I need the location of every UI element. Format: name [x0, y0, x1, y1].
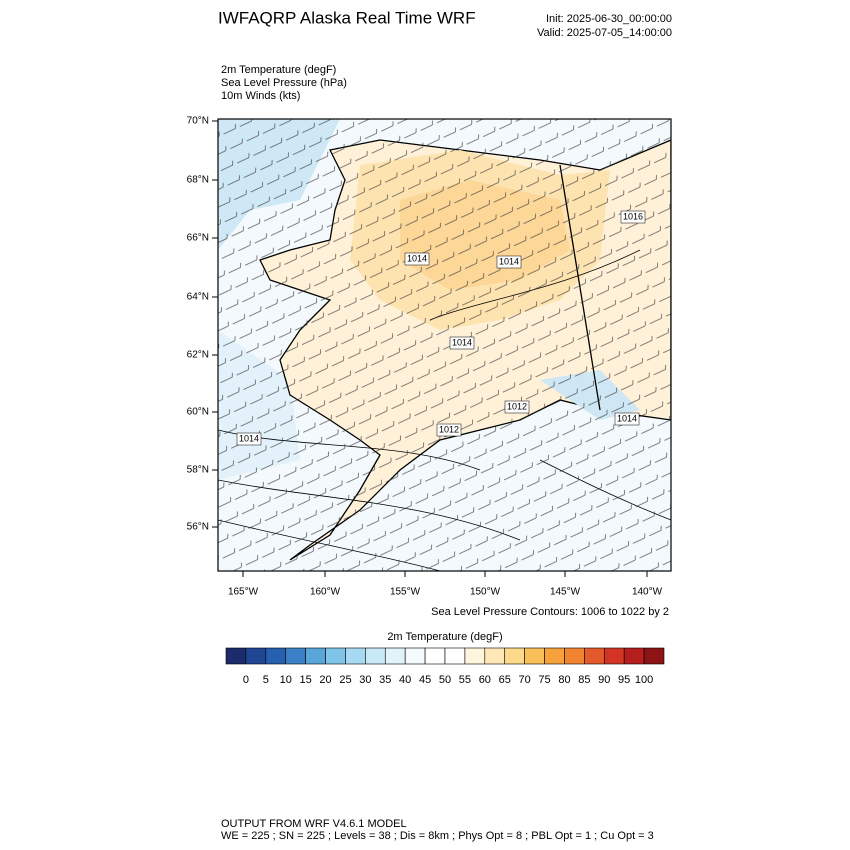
- colorbar-box: [584, 647, 605, 665]
- colorbar-tick-label: 40: [399, 674, 411, 686]
- field-label: 2m Temperature (degF): [221, 64, 336, 76]
- colorbar-box: [623, 647, 645, 665]
- colorbar-tick-label: 70: [519, 674, 531, 686]
- colorbar-box: [444, 647, 466, 665]
- colorbar-tick-label: 75: [538, 674, 550, 686]
- colorbar-box: [544, 647, 565, 665]
- colorbar-tick-label: 65: [499, 674, 511, 686]
- map-frame: [217, 118, 672, 572]
- field-label: 10m Winds (kts): [221, 90, 300, 102]
- colorbar-tick-label: 60: [479, 674, 491, 686]
- lat-label: 70°N: [187, 116, 209, 127]
- colorbar-tick-label: 0: [243, 674, 249, 686]
- contour-label: 1014: [499, 256, 519, 266]
- colorbar-box: [345, 647, 366, 665]
- footer-line: WE = 225 ; SN = 225 ; Levels = 38 ; Dis …: [221, 830, 654, 842]
- lat-label: 58°N: [187, 465, 209, 476]
- colorbar-tick-label: 90: [598, 674, 610, 686]
- colorbar-tick-label: 45: [419, 674, 431, 686]
- field-label: Sea Level Pressure (hPa): [221, 77, 347, 89]
- lon-label: 145°W: [550, 587, 581, 598]
- lat-label: 60°N: [187, 407, 209, 418]
- colorbar-tick-label: 30: [359, 674, 371, 686]
- colorbar-tick-label: 55: [459, 674, 471, 686]
- map: [218, 119, 671, 571]
- colorbar-box: [504, 647, 525, 665]
- colorbar-tick-label: 25: [339, 674, 351, 686]
- colorbar-tick-label: 50: [439, 674, 451, 686]
- lat-label: 66°N: [187, 233, 209, 244]
- colorbar-tick-label: 80: [558, 674, 570, 686]
- lat-label: 68°N: [187, 175, 209, 186]
- colorbar-box: [325, 647, 346, 665]
- contour-label: 1014: [617, 413, 637, 423]
- lon-label: 140°W: [632, 587, 663, 598]
- contour-label-box: [404, 252, 430, 266]
- lat-label: 64°N: [187, 292, 209, 303]
- init-time: Init: 2025-06-30_00:00:00: [546, 13, 672, 25]
- colorbar-tick-label: 100: [635, 674, 653, 686]
- valid-time: Valid: 2025-07-05_14:00:00: [537, 27, 672, 39]
- contour-label-box: [614, 412, 640, 426]
- title: IWFAQRP Alaska Real Time WRF: [218, 8, 476, 27]
- contour-note: Sea Level Pressure Contours: 1006 to 102…: [431, 606, 669, 618]
- contour-label: 1016: [623, 211, 643, 221]
- colorbar-box: [643, 647, 665, 665]
- colorbar-box: [265, 647, 287, 665]
- contour-label: 1014: [407, 253, 427, 263]
- colorbar-box: [305, 647, 326, 665]
- colorbar-box: [225, 647, 247, 665]
- contour-label: 1014: [452, 337, 472, 347]
- contour-label: 1014: [239, 433, 259, 443]
- colorbar-box: [245, 647, 267, 665]
- colorbar-box: [484, 647, 506, 665]
- colorbar-tick-label: 85: [578, 674, 590, 686]
- colorbar-box: [524, 647, 545, 665]
- colorbar-title: 2m Temperature (degF): [387, 631, 502, 643]
- lon-label: 160°W: [310, 587, 341, 598]
- colorbar-tick-label: 10: [280, 674, 292, 686]
- lon-label: 150°W: [470, 587, 501, 598]
- lat-label: 62°N: [187, 350, 209, 361]
- colorbar-tick-label: 20: [319, 674, 331, 686]
- colorbar-tick-label: 35: [379, 674, 391, 686]
- contour-label-box: [504, 400, 530, 414]
- contour-label: 1012: [507, 401, 527, 411]
- lon-label: 155°W: [390, 587, 421, 598]
- colorbar-tick-label: 95: [618, 674, 630, 686]
- colorbar-box: [404, 647, 426, 665]
- lon-label: 165°W: [228, 587, 259, 598]
- colorbar-box: [384, 647, 406, 665]
- contour-label-box: [436, 423, 462, 437]
- colorbar-box: [285, 647, 306, 665]
- colorbar-box: [564, 647, 585, 665]
- contour-label-box: [449, 336, 475, 350]
- colorbar-box: [424, 647, 446, 665]
- colorbar-tick-label: 5: [263, 674, 269, 686]
- contour-label-box: [236, 432, 262, 446]
- contour-label-box: [496, 255, 522, 269]
- colorbar-box: [464, 647, 486, 665]
- lat-label: 56°N: [187, 522, 209, 533]
- colorbar-box: [603, 647, 625, 665]
- contour-label-box: [620, 210, 646, 224]
- colorbar-tick-label: 15: [300, 674, 312, 686]
- footer-line: OUTPUT FROM WRF V4.6.1 MODEL: [221, 818, 407, 830]
- colorbar-box: [365, 647, 386, 665]
- contour-label: 1012: [439, 424, 459, 434]
